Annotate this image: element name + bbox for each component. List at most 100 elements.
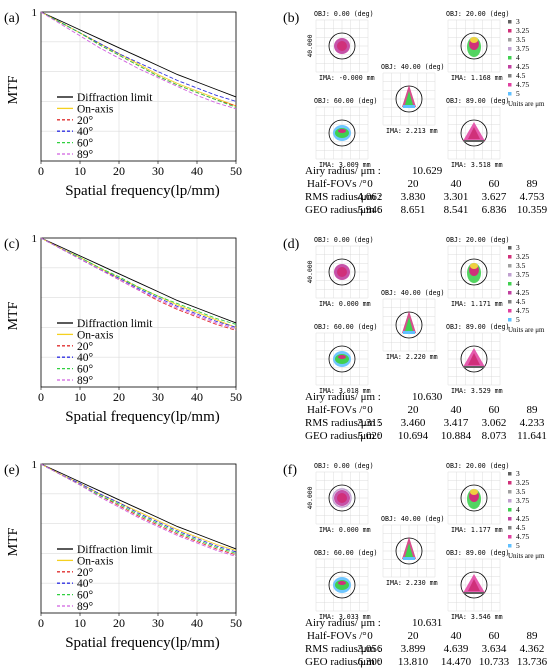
wavelength-label-4: 4: [516, 53, 520, 62]
airy-circle: [328, 484, 356, 512]
wavelength-label-1: 3.25: [516, 478, 529, 487]
obj-label: OBJ: 0.00 (deg): [314, 10, 374, 18]
legend-label-2: 20°: [77, 115, 94, 127]
wavelength-label-3: 3.75: [516, 496, 529, 505]
x-tick-label: 40: [191, 616, 203, 630]
airy-radius-value: 10.630: [412, 391, 443, 403]
ima-label: IMA: 3.546 mm: [451, 613, 503, 621]
wavelength-label-5: 4.25: [516, 62, 529, 71]
y-axis-label: MTF: [6, 527, 21, 556]
geo-value: 11.641: [517, 430, 547, 442]
fov-value: 89: [527, 630, 539, 642]
fov-value: 20: [408, 404, 420, 416]
fov-value: 0: [367, 178, 373, 190]
legend-label-0: Diffraction limit: [77, 92, 153, 104]
mtf-panel-1: (c) 0 10 20 30 40 50 MTF 1 Spatial frequency(lp/m…: [4, 233, 242, 425]
spot-core: [405, 317, 413, 331]
geo-row-label: GEO radius/μm :: [305, 204, 381, 216]
wavelength-label-1: 3.25: [516, 26, 529, 35]
geo-row-label: GEO radius/μm :: [305, 656, 381, 668]
geo-value: 10.733: [479, 656, 510, 668]
rms-value: 4.753: [520, 191, 545, 203]
spot-core: [405, 91, 413, 105]
geo-value: 6.836: [482, 204, 507, 216]
spot-cell-0: OBJ: 0.00 (deg) IMA: 0.000 mm 40.000: [306, 236, 374, 308]
units-note: Units are μm: [508, 552, 545, 560]
x-tick-label: 50: [230, 616, 242, 630]
series-line-0: [40, 463, 237, 550]
wavelength-swatch-0: [508, 20, 512, 24]
ima-label: IMA: 1.168 mm: [451, 74, 503, 82]
spot-base: [464, 592, 484, 594]
wavelength-swatch-7: [508, 309, 512, 313]
wavelength-swatch-5: [508, 517, 512, 521]
x-tick-label: 0: [38, 164, 44, 178]
rms-value: 3.634: [482, 643, 507, 655]
spot-base: [464, 140, 484, 142]
ima-label: IMA: -0.000 mm: [319, 74, 375, 82]
rms-value: 3.460: [401, 417, 426, 429]
spot-tip: [338, 581, 346, 585]
wavelength-label-5: 4.25: [516, 288, 529, 297]
wavelength-swatch-8: [508, 544, 512, 548]
geo-value: 10.694: [398, 430, 429, 442]
fov-value: 60: [489, 630, 501, 642]
spot-core: [468, 127, 480, 139]
geo-value: 10.884: [441, 430, 472, 442]
wavelength-swatch-7: [508, 535, 512, 539]
spot-cell-1: OBJ: 40.00 (deg) IMA: 2.220 mm: [381, 289, 445, 361]
legend-label-4: 60°: [77, 590, 94, 602]
wavelength-swatch-6: [508, 300, 512, 304]
wavelength-label-6: 4.5: [516, 297, 526, 306]
wavelength-label-8: 5: [516, 541, 520, 550]
wavelength-label-0: 3: [516, 243, 520, 252]
wavelength-swatch-8: [508, 318, 512, 322]
wavelength-label-0: 3: [516, 17, 520, 26]
panel-label: (c): [4, 237, 20, 252]
spot-cell-3: OBJ: 60.00 (deg) IMA: 3.009 mm: [314, 97, 378, 169]
rms-value: 3.062: [482, 417, 507, 429]
wavelength-swatch-2: [508, 38, 512, 42]
legend-label-5: 89°: [77, 149, 94, 161]
geo-value: 5.946: [358, 204, 383, 216]
wavelength-label-8: 5: [516, 315, 520, 324]
obj-label: OBJ: 0.00 (deg): [314, 462, 374, 470]
ima-label: IMA: 2.220 mm: [386, 353, 438, 361]
fov-value: 89: [527, 404, 539, 416]
airy-circle: [460, 119, 488, 147]
legend-label-3: 40°: [77, 578, 94, 590]
obj-label: OBJ: 40.00 (deg): [381, 515, 445, 523]
spot-tip: [338, 355, 346, 359]
x-tick-label: 50: [230, 164, 242, 178]
x-tick-label: 40: [191, 164, 203, 178]
ima-label: IMA: 0.000 mm: [319, 526, 371, 534]
x-tick-label: 30: [152, 164, 164, 178]
panel-label: (a): [4, 11, 20, 26]
wavelength-swatch-4: [508, 508, 512, 512]
legend-label-3: 40°: [77, 126, 94, 138]
rms-row-label: RMS radius/μm :: [305, 417, 381, 429]
scale-label: 40.000: [306, 260, 314, 283]
wavelength-swatch-5: [508, 65, 512, 69]
x-axis-label: Spatial frequency(lp/mm): [65, 183, 220, 199]
wavelength-swatch-2: [508, 490, 512, 494]
airy-circle: [328, 32, 356, 60]
wavelength-label-3: 3.75: [516, 270, 529, 279]
airy-circle: [328, 571, 356, 599]
airy-radius-label: Airy radius/ μm :: [305, 165, 381, 177]
x-tick-label: 20: [113, 164, 125, 178]
ima-label: IMA: 2.213 mm: [386, 127, 438, 135]
obj-label: OBJ: 60.00 (deg): [314, 323, 378, 331]
fov-value: 60: [489, 178, 501, 190]
obj-label: OBJ: 40.00 (deg): [381, 63, 445, 71]
rms-value: 4.233: [520, 417, 545, 429]
spot-panel-2: (f) OBJ: 0.00 (deg)IMA: 0.000 mm40.000OBJ…: [283, 462, 548, 668]
x-tick-label: 30: [152, 390, 164, 404]
airy-circle: [460, 32, 488, 60]
panel-label: (d): [283, 237, 300, 252]
wavelength-swatch-6: [508, 526, 512, 530]
spot-cell-3: OBJ: 60.00 (deg) IMA: 3.033 mm: [314, 549, 378, 621]
obj-label: OBJ: 60.00 (deg): [314, 549, 378, 557]
x-tick-label: 20: [113, 390, 125, 404]
